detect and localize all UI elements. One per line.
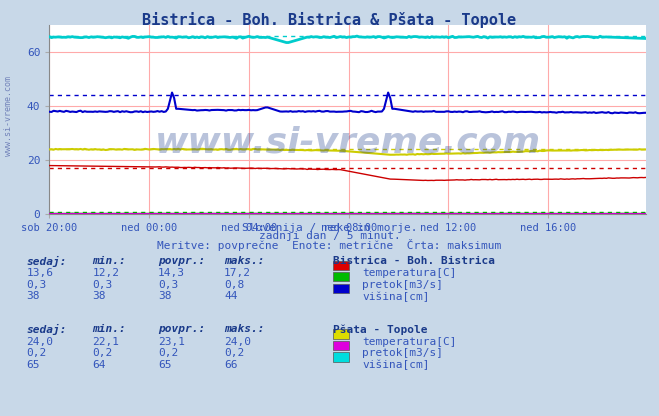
Text: 12,2: 12,2 — [92, 268, 119, 278]
Text: višina[cm]: višina[cm] — [362, 291, 430, 302]
Text: zadnji dan / 5 minut.: zadnji dan / 5 minut. — [258, 231, 401, 241]
Text: 0,3: 0,3 — [92, 280, 113, 290]
Text: 0,3: 0,3 — [26, 280, 47, 290]
Text: 65: 65 — [158, 360, 171, 370]
Text: 24,0: 24,0 — [224, 337, 251, 347]
Text: temperatura[C]: temperatura[C] — [362, 268, 457, 278]
Text: pretok[m3/s]: pretok[m3/s] — [362, 348, 444, 358]
Text: 0,2: 0,2 — [224, 348, 244, 358]
Text: 13,6: 13,6 — [26, 268, 53, 278]
Text: 17,2: 17,2 — [224, 268, 251, 278]
Text: sedaj:: sedaj: — [26, 324, 67, 335]
Text: 22,1: 22,1 — [92, 337, 119, 347]
Text: maks.:: maks.: — [224, 256, 264, 266]
Text: sedaj:: sedaj: — [26, 256, 67, 267]
Text: temperatura[C]: temperatura[C] — [362, 337, 457, 347]
Text: 0,8: 0,8 — [224, 280, 244, 290]
Text: 0,3: 0,3 — [158, 280, 179, 290]
Text: povpr.:: povpr.: — [158, 256, 206, 266]
Text: 66: 66 — [224, 360, 237, 370]
Text: min.:: min.: — [92, 324, 126, 334]
Text: Bistrica - Boh. Bistrica: Bistrica - Boh. Bistrica — [333, 256, 495, 266]
Text: 38: 38 — [92, 291, 105, 301]
Text: 23,1: 23,1 — [158, 337, 185, 347]
Text: 14,3: 14,3 — [158, 268, 185, 278]
Text: Bistrica - Boh. Bistrica & Pšata - Topole: Bistrica - Boh. Bistrica & Pšata - Topol… — [142, 12, 517, 27]
Text: Pšata - Topole: Pšata - Topole — [333, 324, 427, 335]
Text: 38: 38 — [26, 291, 40, 301]
Text: 0,2: 0,2 — [158, 348, 179, 358]
Text: www.si-vreme.com: www.si-vreme.com — [4, 77, 13, 156]
Text: 0,2: 0,2 — [26, 348, 47, 358]
Text: 64: 64 — [92, 360, 105, 370]
Text: 65: 65 — [26, 360, 40, 370]
Text: 24,0: 24,0 — [26, 337, 53, 347]
Text: Meritve: povprečne  Enote: metrične  Črta: maksimum: Meritve: povprečne Enote: metrične Črta:… — [158, 239, 501, 251]
Text: www.si-vreme.com: www.si-vreme.com — [155, 125, 540, 159]
Text: 38: 38 — [158, 291, 171, 301]
Text: Slovenija / reke in morje.: Slovenija / reke in morje. — [242, 223, 417, 233]
Text: min.:: min.: — [92, 256, 126, 266]
Text: maks.:: maks.: — [224, 324, 264, 334]
Text: 44: 44 — [224, 291, 237, 301]
Text: pretok[m3/s]: pretok[m3/s] — [362, 280, 444, 290]
Text: višina[cm]: višina[cm] — [362, 360, 430, 370]
Text: 0,2: 0,2 — [92, 348, 113, 358]
Text: povpr.:: povpr.: — [158, 324, 206, 334]
